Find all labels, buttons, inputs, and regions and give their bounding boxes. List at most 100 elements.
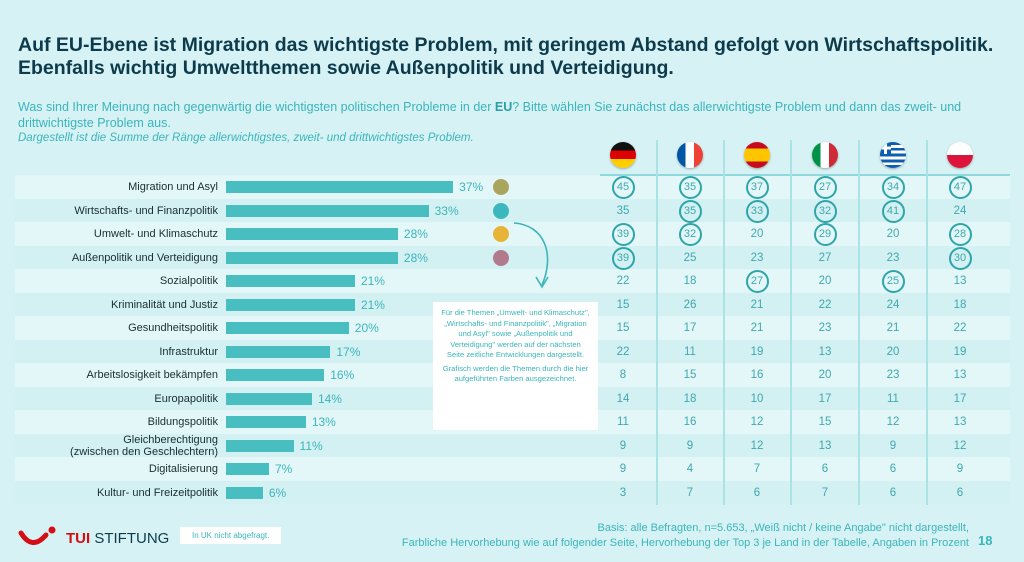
table-cell: 12 — [750, 416, 764, 428]
table-cell: 6 — [889, 463, 897, 475]
bar — [226, 416, 306, 428]
table-cell-top3: 29 — [810, 223, 840, 246]
bar — [226, 228, 398, 240]
table-cell: 19 — [953, 345, 967, 358]
table-cell: 20 — [750, 228, 764, 240]
table-cell: 6 — [956, 486, 964, 499]
question-post: ? Bitte wählen Sie zunächst das allerwic… — [18, 100, 962, 130]
table-cell: 20 — [818, 369, 832, 381]
data-label: 7% — [274, 462, 293, 476]
category-label: Kriminalität und Justiz — [111, 298, 218, 311]
table-header-line — [600, 174, 1010, 176]
bar — [226, 486, 263, 499]
flag-italy-icon — [812, 142, 838, 168]
tui-smile-icon — [18, 526, 56, 545]
data-label: 13% — [311, 415, 336, 429]
table-cell: 22 — [616, 345, 630, 358]
table-cell-top3: 32 — [675, 223, 705, 246]
table-cell: 8 — [619, 369, 627, 381]
table-cell: 21 — [750, 298, 764, 311]
data-label: 21% — [360, 297, 385, 312]
table-cell: 13 — [818, 345, 832, 358]
column-divider — [656, 140, 658, 505]
table-cell: 9 — [619, 463, 627, 475]
category-label: Digitalisierung — [148, 463, 218, 475]
table-cell-top3: 30 — [945, 246, 975, 270]
category-label: Migration und Asyl — [128, 181, 218, 193]
table-cell: 24 — [886, 298, 900, 311]
table-cell: 15 — [818, 416, 832, 428]
footer-basis: Basis: alle Befragten, n=5.653, „Weiß ni… — [597, 522, 969, 534]
flag-greece-icon — [880, 142, 906, 168]
table-cell: 23 — [886, 251, 900, 264]
table-cell: 9 — [889, 439, 897, 452]
table-cell-top3: 39 — [608, 223, 638, 246]
data-label: 20% — [354, 321, 379, 335]
note-paragraph: Für die Themen „Umwelt- und Klimaschutz"… — [441, 308, 590, 359]
data-label: 6% — [268, 485, 287, 500]
table-cell: 12 — [953, 439, 967, 452]
table-cell-top3: 41 — [878, 199, 908, 223]
tui-logo: TUI STIFTUNG — [18, 525, 169, 551]
table-cell: 7 — [821, 486, 829, 499]
table-cell: 35 — [616, 204, 630, 217]
table-cell: 11 — [684, 345, 696, 358]
flag-poland-icon — [947, 142, 973, 168]
table-cell: 23 — [750, 251, 764, 264]
table-cell: 11 — [887, 392, 899, 405]
table-cell: 9 — [956, 463, 964, 475]
table-cell: 24 — [953, 204, 967, 217]
note-paragraph: Grafisch werden die Themen durch die hie… — [442, 363, 589, 384]
table-cell-top3: 39 — [608, 246, 638, 270]
data-label: 14% — [317, 391, 342, 406]
table-cell-top3: 45 — [608, 176, 638, 199]
category-label: Infrastruktur — [159, 345, 218, 358]
flag-spain-icon — [744, 142, 770, 168]
table-cell-top3: 27 — [810, 176, 840, 199]
column-divider — [926, 140, 928, 505]
question-bold: EU — [494, 100, 513, 114]
flag-france-icon — [677, 142, 703, 168]
table-cell: 6 — [889, 486, 897, 499]
table-cell: 16 — [683, 416, 697, 428]
table-cell: 18 — [683, 275, 697, 287]
table-cell: 15 — [616, 298, 630, 311]
footer-note: Farbliche Hervorhebung wie auf folgender… — [401, 537, 969, 549]
table-cell: 4 — [686, 463, 694, 475]
data-label: 37% — [459, 180, 484, 194]
table-cell-top3: 37 — [742, 176, 772, 199]
greece-canton — [880, 142, 891, 154]
data-label: 33% — [434, 203, 459, 218]
info-note: Für die Themen „Umwelt- und Klimaschutz"… — [433, 302, 598, 430]
table-cell: 19 — [750, 345, 764, 358]
table-cell-top3: 35 — [675, 176, 705, 199]
table-cell-top3: 34 — [878, 176, 908, 199]
bar — [226, 369, 325, 381]
table-cell: 18 — [953, 298, 967, 311]
data-label: 17% — [336, 344, 361, 359]
table-cell: 16 — [750, 369, 764, 381]
table-cell: 9 — [619, 439, 627, 452]
category-label: Gesundheitspolitik — [128, 322, 218, 334]
table-cell-top3: 33 — [742, 199, 772, 223]
category-label: Sozialpolitik — [159, 275, 218, 287]
data-label: 28% — [403, 250, 428, 265]
table-cell: 18 — [683, 392, 697, 405]
table-cell: 23 — [818, 322, 832, 334]
table-cell: 20 — [886, 345, 900, 358]
table-cell: 17 — [683, 322, 697, 334]
table-cell: 3 — [619, 486, 627, 499]
data-label: 16% — [330, 368, 355, 382]
table-cell: 10 — [750, 392, 764, 405]
table-cell: 13 — [818, 439, 832, 452]
footer-notes: Basis: alle Befragten, n=5.653, „Weiß ni… — [402, 521, 969, 551]
highlight-dot — [493, 226, 509, 242]
table-cell: 6 — [821, 463, 829, 475]
category-label: Umwelt- und Klimaschutz — [93, 228, 218, 240]
table-cell: 17 — [818, 392, 832, 405]
table-cell: 9 — [686, 439, 694, 452]
data-label: 28% — [403, 227, 428, 241]
table-cell-top3: 32 — [810, 199, 840, 223]
logo-stiftung: STIFTUNG — [94, 529, 170, 547]
row-stripe — [15, 480, 1010, 505]
